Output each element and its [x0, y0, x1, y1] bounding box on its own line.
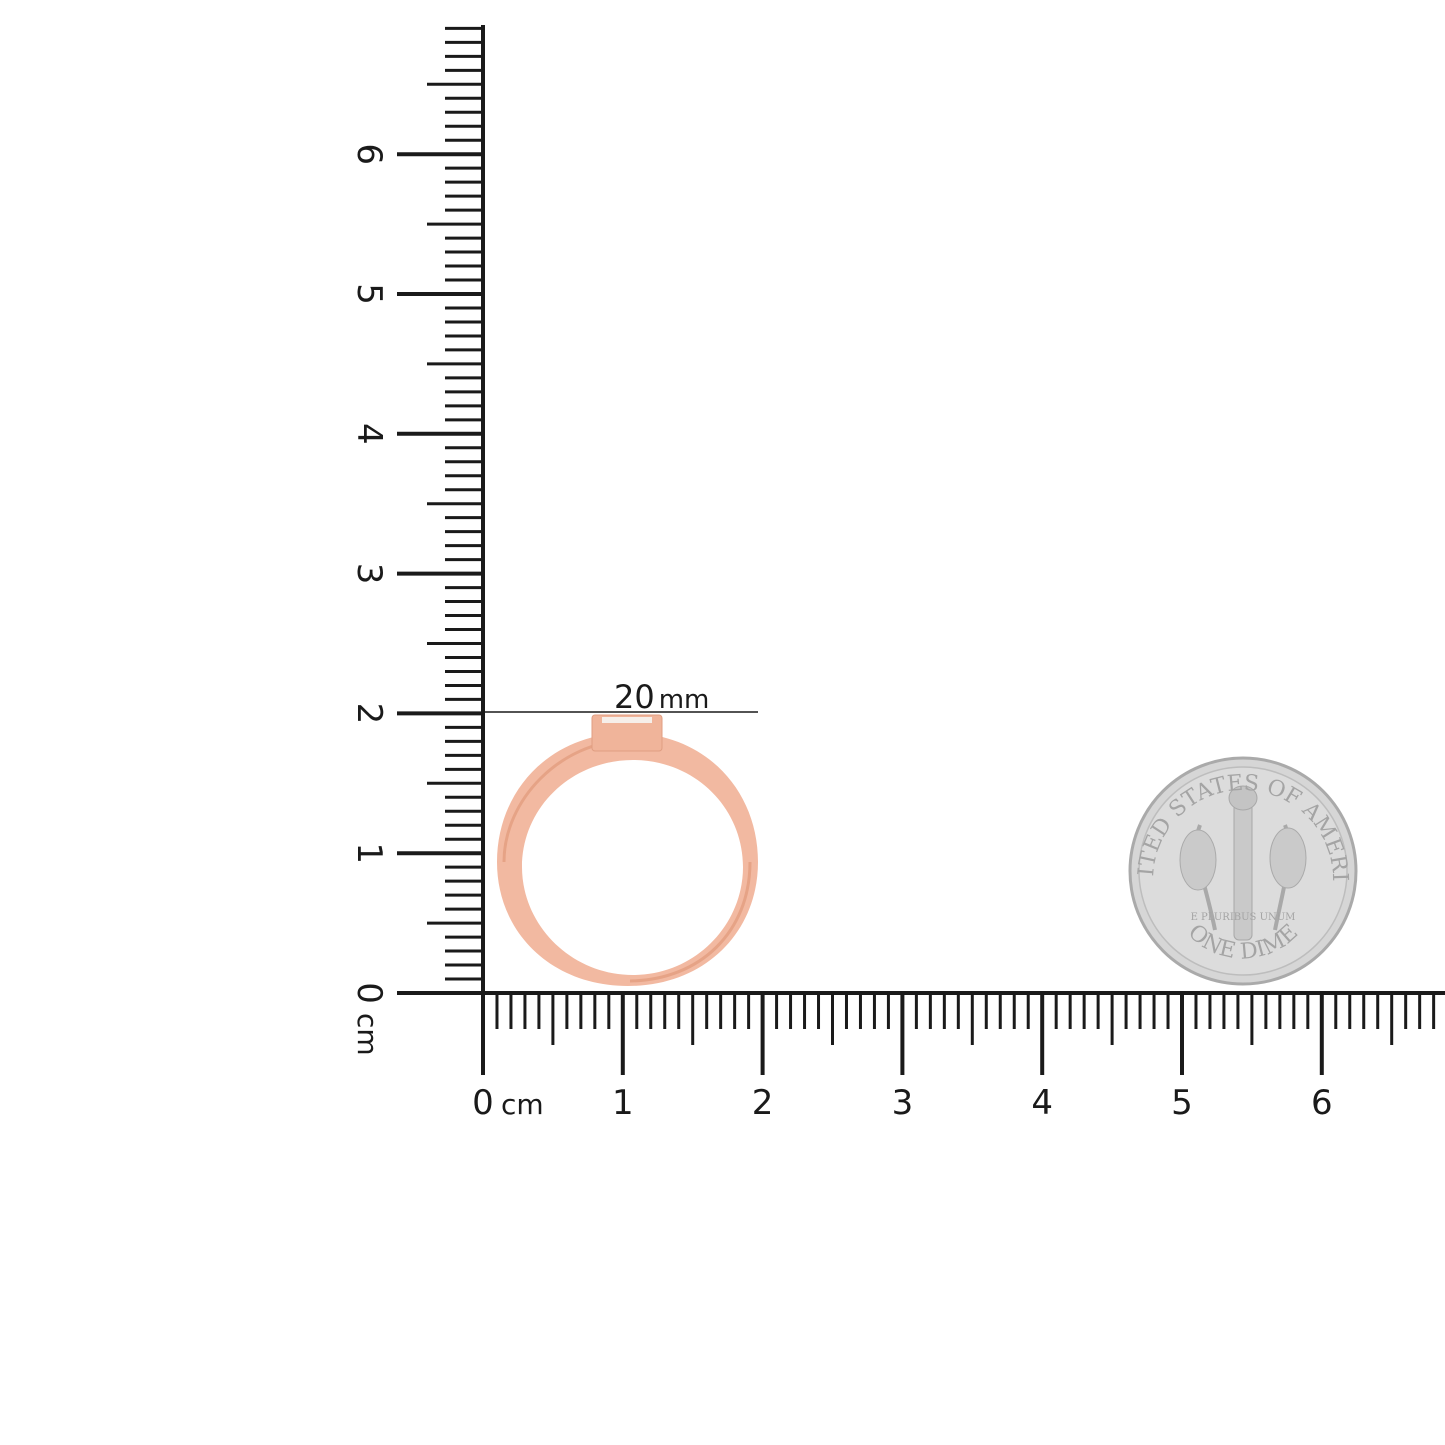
vertical-tick-label: 0 — [349, 982, 389, 1004]
vertical-tick-label: 2 — [349, 703, 389, 725]
vertical-tick-label: 1 — [349, 842, 389, 864]
horizontal-tick-label: 1 — [612, 1083, 634, 1123]
diamond — [602, 717, 652, 723]
svg-text:E PLURIBUS UNUM: E PLURIBUS UNUM — [1191, 912, 1296, 923]
vertical-tick-label: 5 — [349, 283, 389, 305]
horizontal-tick-label: 3 — [892, 1083, 914, 1123]
horizontal-tick-label: 6 — [1311, 1083, 1333, 1123]
ring-bezel — [591, 714, 663, 752]
horizontal-unit-label: cm — [501, 1088, 544, 1121]
vertical-unit-label: cm — [351, 1013, 384, 1056]
vertical-tick-label: 4 — [349, 423, 389, 445]
horizontal-tick-label: 5 — [1171, 1083, 1193, 1123]
measurement-label: 20 mm — [614, 678, 709, 716]
horizontal-tick-label: 0 — [472, 1083, 494, 1123]
horizontal-tick-label: 4 — [1031, 1083, 1053, 1123]
horizontal-ruler — [481, 991, 1445, 1075]
vertical-tick-label: 3 — [349, 563, 389, 585]
vertical-tick-label: 6 — [349, 143, 389, 165]
horizontal-tick-label: 2 — [752, 1083, 774, 1123]
ring-band — [497, 733, 758, 986]
vertical-ruler — [397, 25, 485, 995]
vertical-ruler-labels: 0 cm 1 2 3 4 5 6 — [349, 143, 389, 1055]
horizontal-ruler-labels: 0 cm 1 2 3 4 5 6 — [472, 1083, 1332, 1123]
ring-image — [497, 714, 758, 986]
dime-coin-image: UNITED STATES OF AMERICA ONE DIME E PLUR… — [0, 0, 1358, 986]
